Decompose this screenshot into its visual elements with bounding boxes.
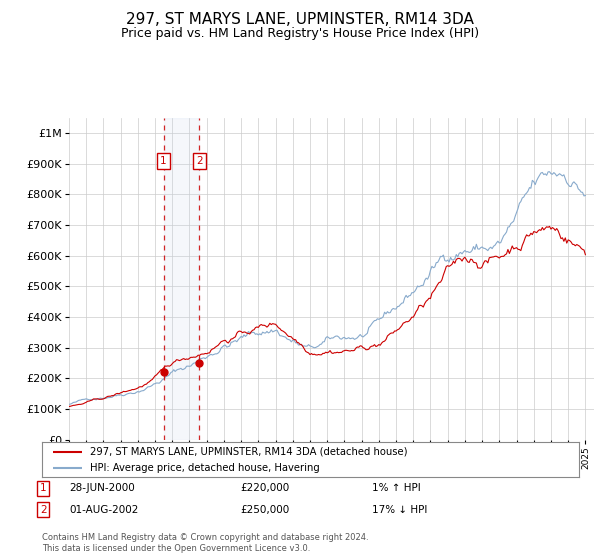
Text: 28-JUN-2000: 28-JUN-2000	[69, 483, 135, 493]
Text: £220,000: £220,000	[240, 483, 289, 493]
Text: 297, ST MARYS LANE, UPMINSTER, RM14 3DA (detached house): 297, ST MARYS LANE, UPMINSTER, RM14 3DA …	[91, 447, 408, 457]
Text: £250,000: £250,000	[240, 505, 289, 515]
Text: 2: 2	[40, 505, 47, 515]
Text: HPI: Average price, detached house, Havering: HPI: Average price, detached house, Have…	[91, 463, 320, 473]
Text: 2: 2	[196, 156, 203, 166]
Bar	[163, 118, 199, 440]
Text: Price paid vs. HM Land Registry's House Price Index (HPI): Price paid vs. HM Land Registry's House …	[121, 27, 479, 40]
Text: 1% ↑ HPI: 1% ↑ HPI	[372, 483, 421, 493]
Text: 17% ↓ HPI: 17% ↓ HPI	[372, 505, 427, 515]
Text: 297, ST MARYS LANE, UPMINSTER, RM14 3DA: 297, ST MARYS LANE, UPMINSTER, RM14 3DA	[126, 12, 474, 27]
Text: Contains HM Land Registry data © Crown copyright and database right 2024.
This d: Contains HM Land Registry data © Crown c…	[42, 533, 368, 553]
Text: 01-AUG-2002: 01-AUG-2002	[69, 505, 139, 515]
Text: 1: 1	[160, 156, 167, 166]
Text: 1: 1	[40, 483, 47, 493]
